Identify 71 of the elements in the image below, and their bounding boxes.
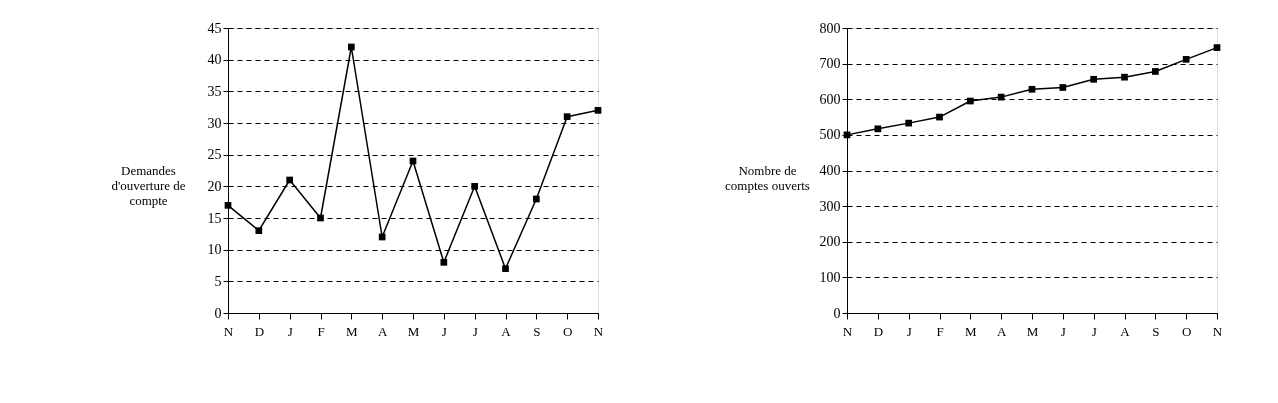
x-tick-label: A	[1120, 323, 1131, 339]
x-tick-label: J	[1091, 323, 1097, 339]
y-axis-title: Demandes d'ouverture de compte	[111, 163, 186, 208]
x-tick-label: N	[1212, 323, 1223, 339]
x-tick-label: A	[996, 323, 1007, 339]
x-tick-label: A	[501, 323, 512, 339]
point	[1182, 56, 1190, 63]
y-tick-label: 30	[207, 115, 222, 131]
x-tick-label: O	[562, 323, 573, 339]
y-tick-label: 100	[819, 269, 841, 285]
y-tick-label: 600	[819, 91, 841, 107]
x-tick-label: J	[287, 323, 293, 339]
x-tick-label: F	[317, 323, 325, 339]
y-tick-label: 200	[819, 234, 841, 250]
point	[1213, 44, 1221, 51]
y-tick-label: 400	[819, 163, 841, 178]
point	[347, 43, 355, 51]
x-tick-label: N	[223, 323, 234, 339]
point	[594, 106, 602, 114]
y-tick-label: 40	[207, 52, 222, 68]
x-tick-label: M	[407, 323, 420, 339]
point	[1090, 75, 1098, 83]
x-tick-label: N	[593, 323, 604, 339]
x-tick-label: J	[906, 323, 912, 339]
point	[471, 182, 479, 190]
point	[440, 258, 448, 266]
point	[317, 214, 324, 222]
point	[874, 125, 882, 133]
y-tick-label: 5	[214, 273, 222, 289]
x-tick-label: F	[936, 323, 944, 339]
x-tick-label: D	[873, 323, 884, 339]
x-tick-label: A	[377, 323, 388, 339]
point	[224, 201, 232, 209]
y-tick-label: 25	[207, 147, 222, 163]
point	[286, 176, 294, 184]
point	[997, 93, 1005, 101]
x-tick-label: N	[842, 323, 853, 339]
y-tick-label: 20	[207, 178, 222, 194]
x-tick-label: J	[441, 323, 447, 339]
x-tick-label: M	[1026, 323, 1039, 339]
y-tick-label: 45	[207, 20, 222, 36]
y-tick-label: 15	[207, 210, 222, 226]
point	[1121, 73, 1128, 81]
y-tick-label: 300	[819, 198, 841, 214]
y-tick-label: 35	[207, 83, 222, 99]
x-tick-label: S	[1152, 323, 1160, 339]
x-tick-label: O	[1181, 323, 1192, 339]
point	[966, 97, 974, 105]
y-tick-label: 10	[207, 242, 222, 258]
point	[936, 113, 943, 121]
point	[378, 233, 386, 241]
point	[532, 195, 540, 203]
y-axis-title: Nombre de comptes ouverts	[725, 163, 810, 193]
y-tick-label: 800	[819, 20, 841, 36]
point	[1059, 84, 1067, 91]
x-tick-label: M	[346, 323, 359, 339]
x-tick-label: J	[472, 323, 478, 339]
x-tick-label: J	[1060, 323, 1066, 339]
point	[255, 227, 263, 235]
y-tick-label: 700	[819, 56, 841, 72]
point	[1028, 85, 1036, 93]
y-tick-label: 0	[214, 305, 222, 321]
x-tick-label: S	[533, 323, 541, 339]
y-tick-label: 500	[819, 127, 841, 143]
point	[502, 265, 509, 273]
x-tick-label: D	[254, 323, 265, 339]
point	[563, 113, 571, 121]
point	[1151, 68, 1159, 75]
x-tick-label: M	[965, 323, 978, 339]
y-tick-label: 0	[833, 305, 841, 321]
point	[905, 119, 913, 127]
